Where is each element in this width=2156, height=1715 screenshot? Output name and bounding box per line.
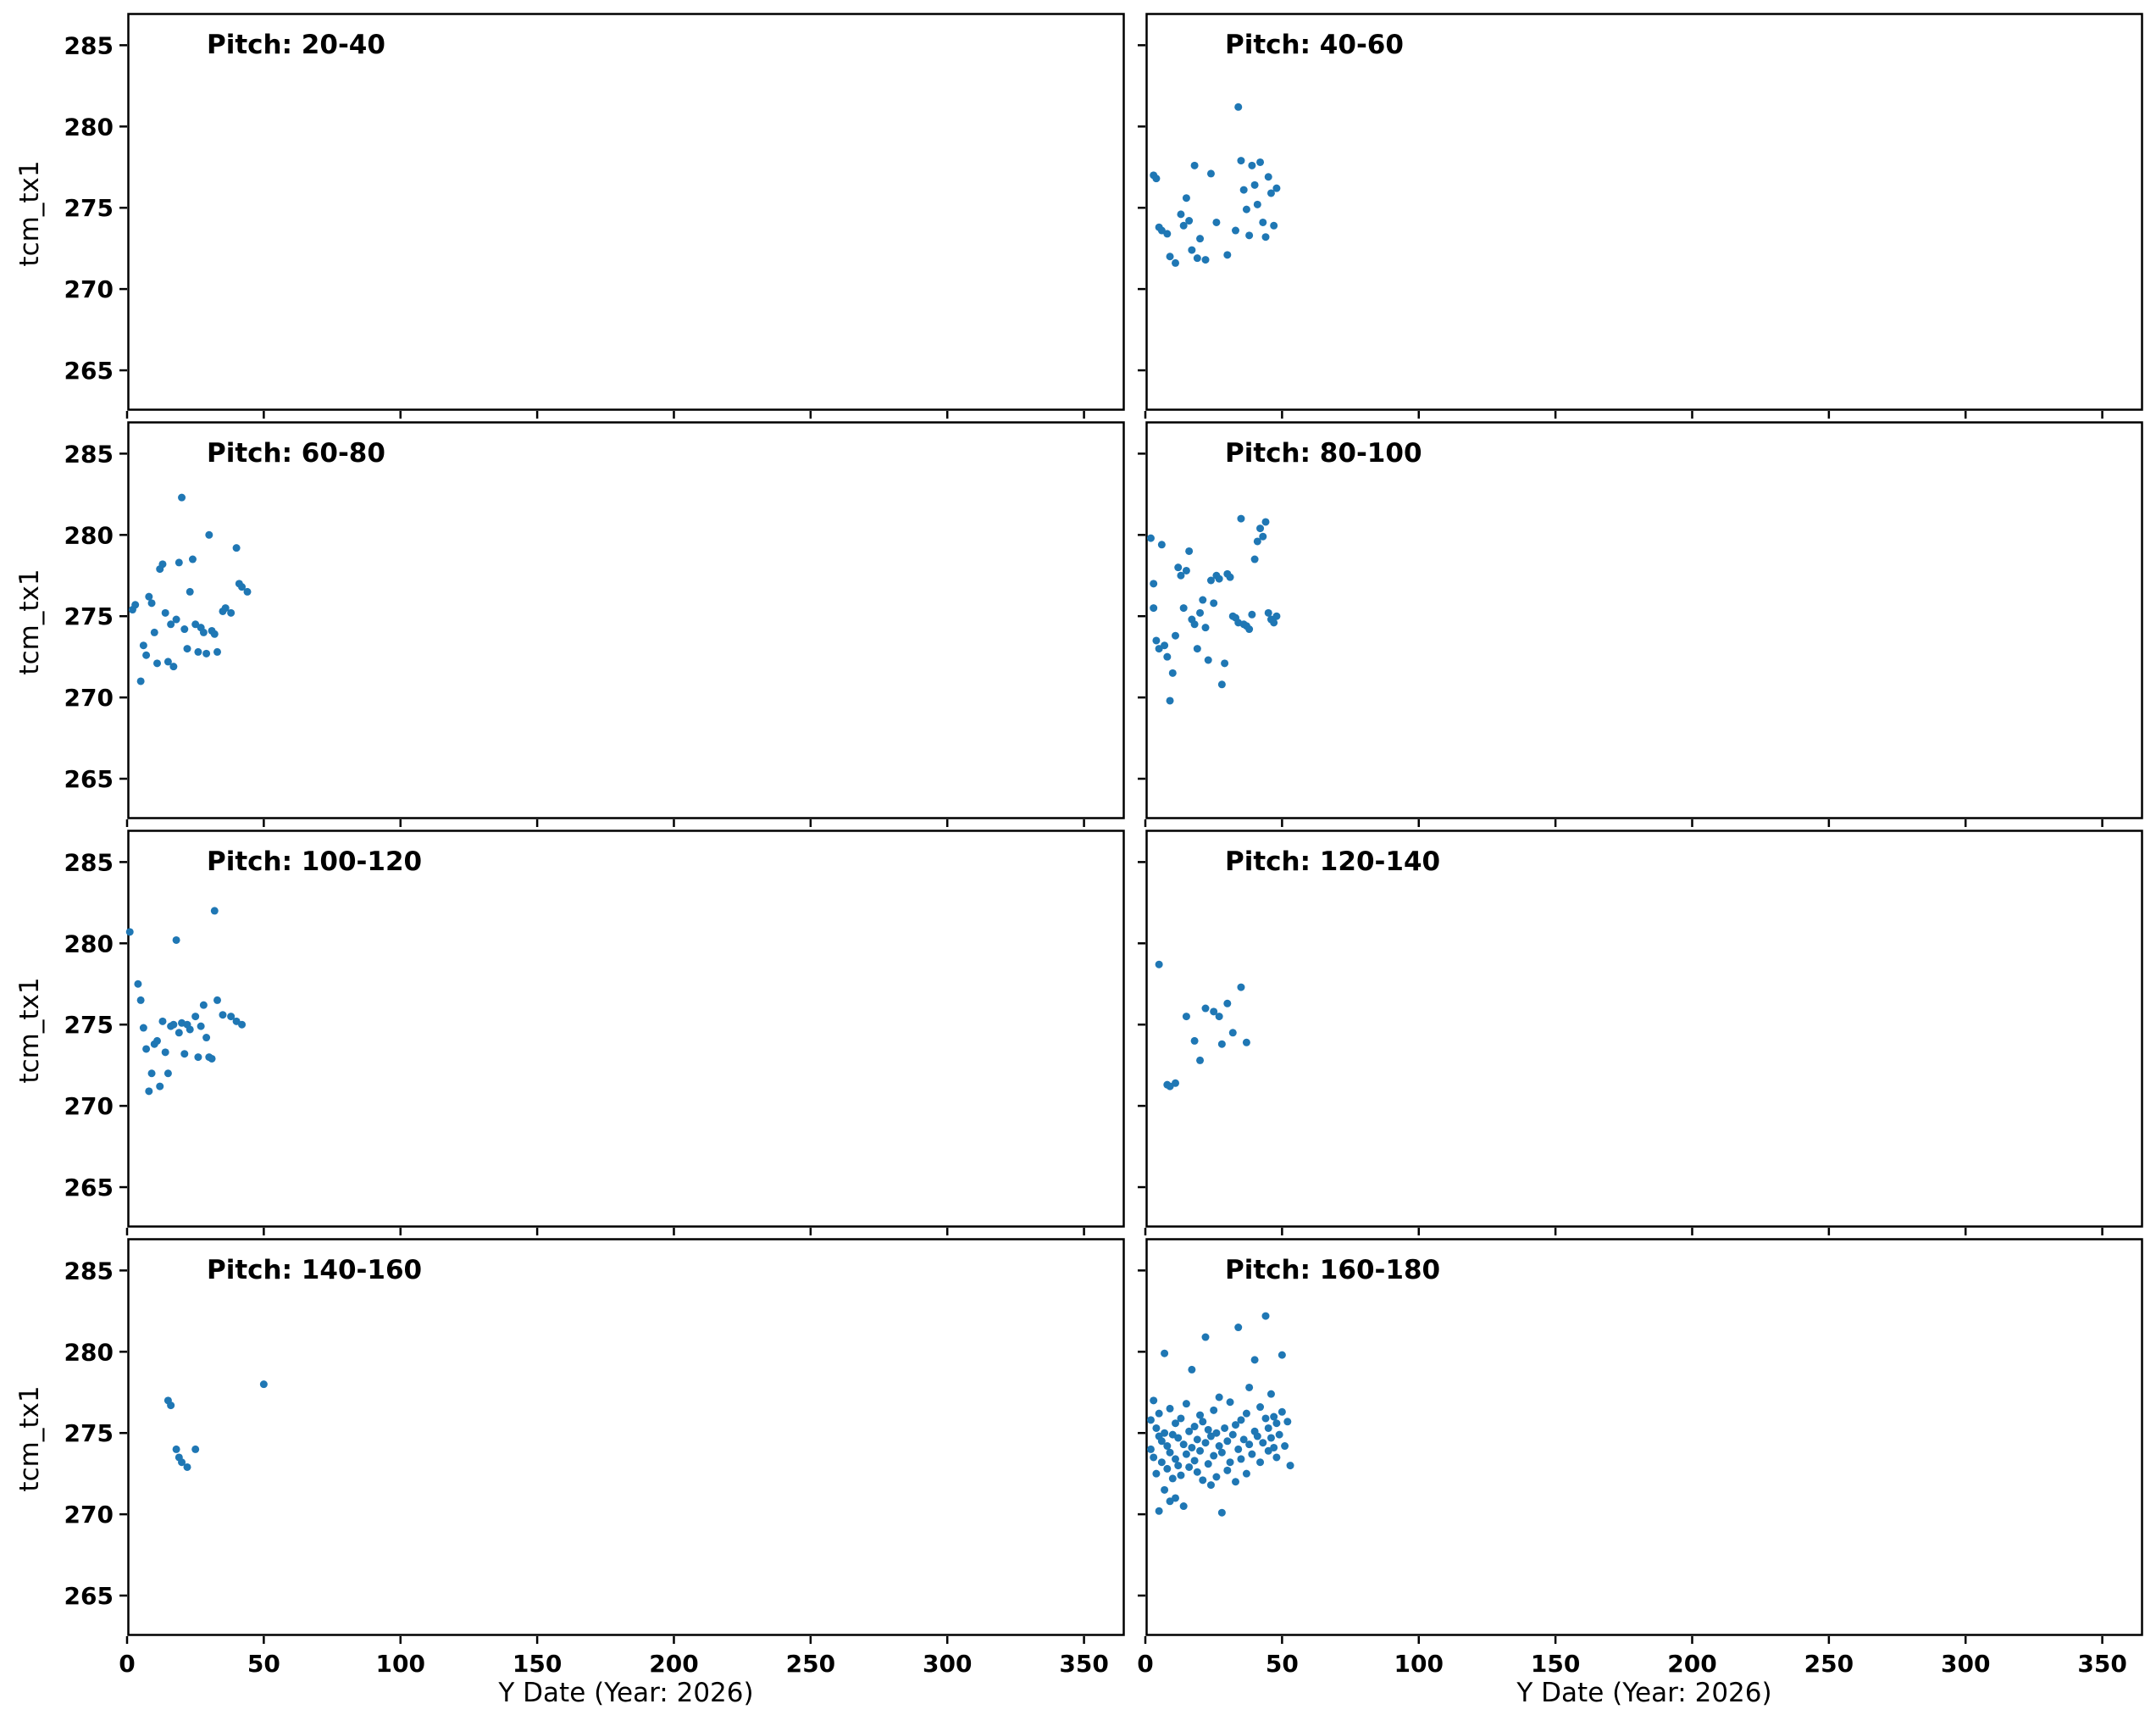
svg-text:280: 280: [64, 930, 114, 957]
svg-text:0: 0: [1137, 1650, 1153, 1678]
subplot-pitch-160-180: 0 50 100 150 200 250 300 350 Pitch: 160-180: [1137, 1238, 2143, 1678]
svg-text:265: 265: [64, 1582, 114, 1610]
svg-text:200: 200: [1667, 1650, 1716, 1678]
svg-text:200: 200: [649, 1650, 698, 1678]
scatter-plot-canvas: 265 270 275 280 285: [64, 830, 1125, 1235]
svg-text:250: 250: [786, 1650, 835, 1678]
scatter-plot-canvas: 265 270 275 280 285 0 50 100 150 200 250 300 350: [64, 1238, 1125, 1678]
svg-text:350: 350: [1059, 1650, 1108, 1678]
svg-text:100: 100: [1394, 1650, 1444, 1678]
subplot-pitch-80-100: Pitch: 80-100: [1138, 421, 2143, 827]
x-axis-label-right-column: Y Date (Year: 2026): [1516, 1678, 1772, 1708]
scatter-plot-canvas: 0 50 100 150 200 250 300 350: [1137, 1238, 2143, 1678]
x-axis-label-left-column: Y Date (Year: 2026): [498, 1678, 754, 1708]
subplot-pitch-140-160: 265 270 275 280 285 0 50 100 150 200 250 300 350 Pit…: [64, 1238, 1125, 1678]
subplot-pitch-100-120: 265 270 275 280 285 Pitch: 100-120: [64, 830, 1125, 1235]
svg-text:265: 265: [64, 1174, 114, 1202]
svg-text:270: 270: [64, 684, 114, 712]
subplot-pitch-20-40: 265 270 275 280 285 Pitch: 20-40: [64, 13, 1125, 419]
subplot-pitch-40-60: Pitch: 40-60: [1138, 13, 2143, 419]
svg-text:285: 285: [64, 1257, 114, 1285]
subplot-pitch-120-140: Pitch: 120-140: [1138, 830, 2143, 1235]
svg-text:300: 300: [1941, 1650, 1990, 1678]
svg-text:275: 275: [64, 194, 114, 222]
svg-text:250: 250: [1804, 1650, 1854, 1678]
svg-text:280: 280: [64, 113, 114, 141]
svg-text:275: 275: [64, 1419, 114, 1447]
y-axis-label-row-3: tcm_tx1: [14, 977, 45, 1084]
scatter-plot-canvas: [1138, 421, 2143, 827]
svg-text:270: 270: [64, 1092, 114, 1120]
svg-text:285: 285: [64, 440, 114, 468]
svg-text:285: 285: [64, 31, 114, 59]
svg-text:275: 275: [64, 602, 114, 630]
subplot-pitch-60-80: 265 270 275 280 285 Pitch: 60-80: [64, 421, 1125, 827]
svg-text:350: 350: [2077, 1650, 2126, 1678]
svg-text:280: 280: [64, 1338, 114, 1366]
svg-text:270: 270: [64, 1501, 114, 1529]
y-axis-label-row-1: tcm_tx1: [14, 160, 45, 267]
svg-text:285: 285: [64, 848, 114, 876]
scatter-plot-canvas: 265 270 275 280 285: [64, 421, 1125, 827]
scatter-plot-canvas: 265 270 275 280 285: [64, 13, 1125, 419]
svg-text:150: 150: [1531, 1650, 1580, 1678]
scatter-plot-canvas: [1138, 830, 2143, 1235]
svg-text:280: 280: [64, 521, 114, 549]
svg-text:150: 150: [513, 1650, 562, 1678]
svg-text:275: 275: [64, 1011, 114, 1039]
svg-text:270: 270: [64, 275, 114, 303]
svg-text:50: 50: [247, 1650, 280, 1678]
svg-text:300: 300: [923, 1650, 972, 1678]
svg-text:100: 100: [376, 1650, 425, 1678]
svg-text:0: 0: [119, 1650, 135, 1678]
scatter-plot-canvas: [1138, 13, 2143, 419]
svg-text:265: 265: [64, 765, 114, 793]
y-axis-label-row-2: tcm_tx1: [14, 569, 45, 675]
svg-text:50: 50: [1266, 1650, 1299, 1678]
y-axis-label-row-4: tcm_tx1: [14, 1385, 45, 1492]
svg-text:265: 265: [64, 357, 114, 385]
